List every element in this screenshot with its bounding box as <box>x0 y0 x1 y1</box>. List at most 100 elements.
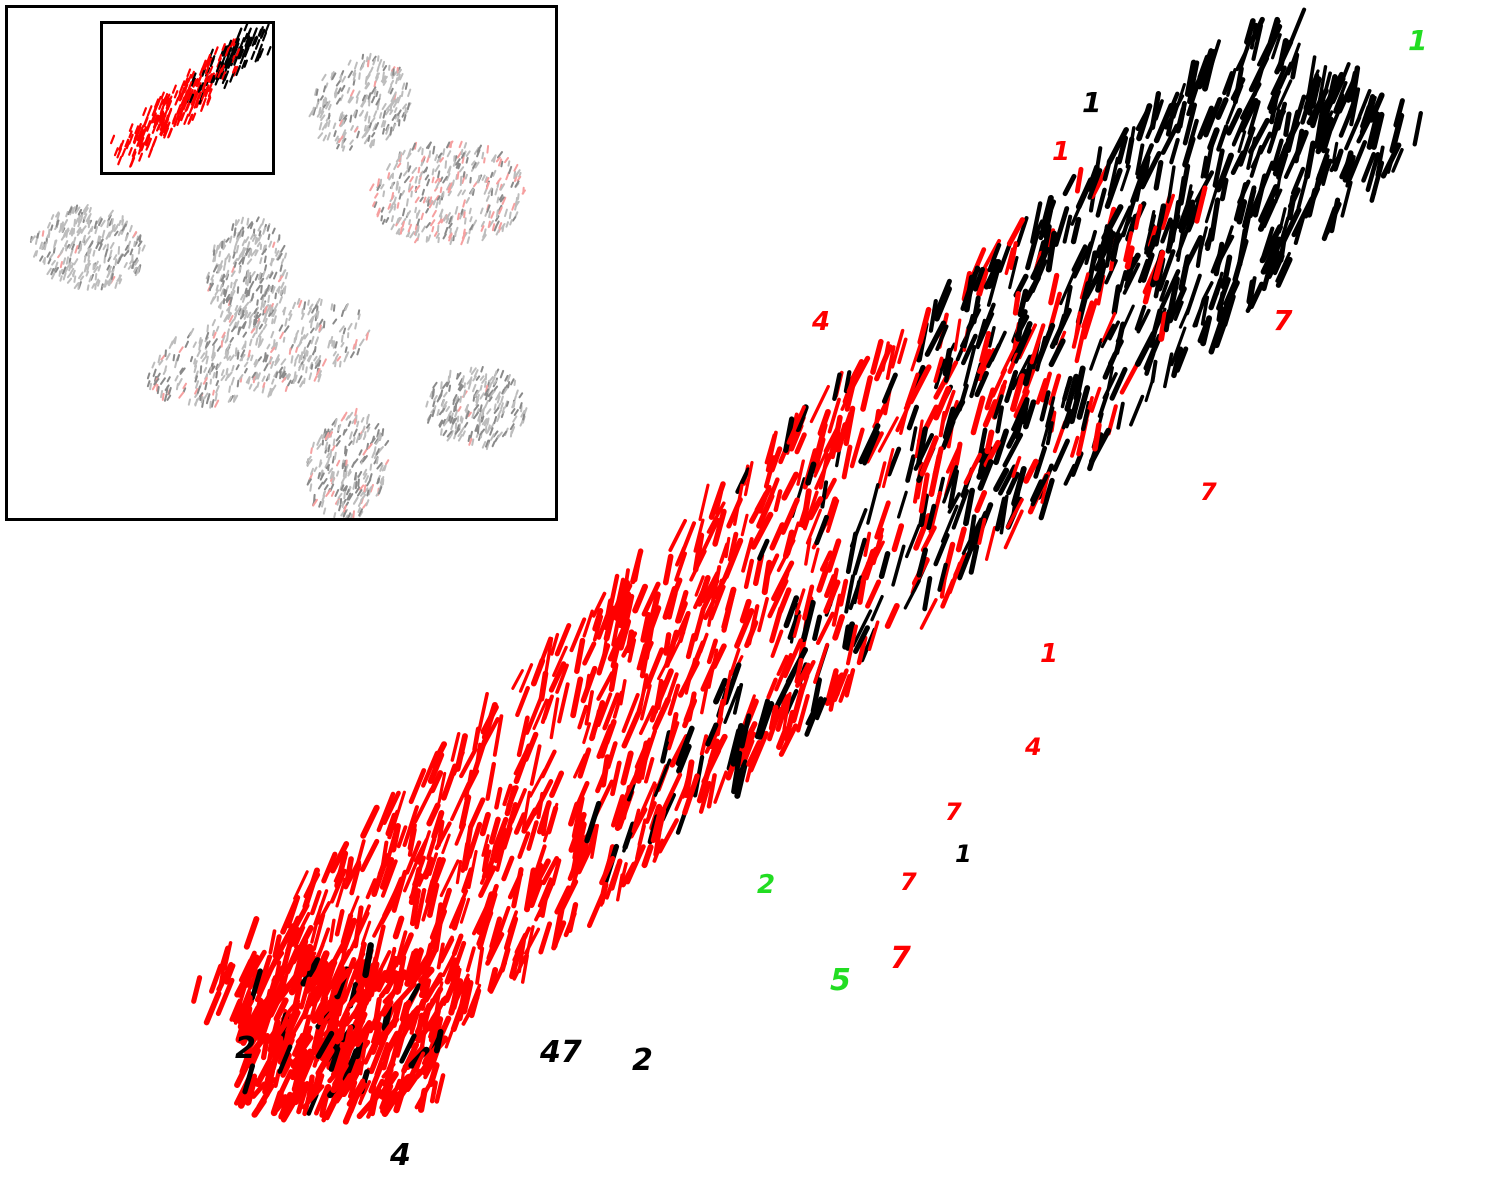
inset-point <box>408 185 414 193</box>
digit-stroke-red <box>704 571 720 596</box>
inset-point <box>117 246 121 255</box>
inset-scatter-plot <box>29 21 528 518</box>
digit-stroke-black <box>1242 206 1253 240</box>
inset-point <box>344 303 349 311</box>
inset-point <box>357 478 360 487</box>
digit-stroke-black <box>1412 110 1423 147</box>
digit-stroke-red <box>335 877 347 908</box>
digit-stroke-black <box>852 537 867 576</box>
inset-point <box>212 389 215 396</box>
inset-point <box>373 201 378 208</box>
digit-stroke-black <box>1006 414 1027 449</box>
inset-point <box>459 166 465 173</box>
inset-highlight-point <box>171 115 177 125</box>
digit-stroke-red <box>542 802 559 843</box>
digit-stroke-red <box>463 845 474 871</box>
digit-stroke-red <box>291 912 311 947</box>
digit-stroke-black <box>1153 159 1164 191</box>
inset-point <box>86 247 90 257</box>
inset-point <box>514 211 519 218</box>
inset-point <box>318 461 323 468</box>
inset-point <box>212 264 218 273</box>
inset-point <box>236 379 240 388</box>
digit-stroke-black <box>832 372 842 402</box>
inset-point <box>442 418 446 425</box>
digit-stroke-black <box>995 405 1004 434</box>
inset-point <box>133 240 136 248</box>
digit-stroke-red <box>465 946 476 973</box>
inset-point <box>496 196 500 204</box>
inset-point <box>131 261 135 269</box>
digit-stroke-black <box>1391 147 1404 173</box>
inset-point <box>64 267 69 274</box>
inset-point <box>238 256 245 265</box>
inset-highlight-point <box>160 91 165 100</box>
inset-point <box>262 301 266 308</box>
digit-stroke-red <box>963 452 983 485</box>
digit-stroke-black <box>1272 253 1285 276</box>
digit-stroke-red <box>771 560 795 602</box>
digit-stroke-black <box>1303 79 1317 111</box>
digit-stroke-black <box>1175 106 1186 134</box>
inset-point <box>457 163 461 170</box>
inset-point <box>248 317 252 325</box>
inset-point <box>359 484 365 491</box>
inset-point <box>322 490 326 497</box>
inset-point <box>425 196 430 203</box>
digit-stroke-red <box>608 662 619 693</box>
inset-point <box>340 414 346 422</box>
digit-stroke-red <box>424 977 443 999</box>
inset-point <box>90 273 95 281</box>
inset-point <box>47 232 51 239</box>
digit-stroke-red <box>796 693 810 733</box>
digit-stroke-red <box>426 986 444 1013</box>
digit-stroke-red <box>487 967 499 993</box>
inset-point <box>402 207 406 217</box>
inset-point <box>484 393 489 401</box>
inset-point <box>474 161 480 169</box>
inset-highlight-point <box>219 70 225 80</box>
inset-point <box>221 273 226 283</box>
digit-stroke-red <box>235 1019 248 1044</box>
digit-stroke-red <box>599 855 616 886</box>
inset-point <box>217 300 224 308</box>
digit-stroke-red <box>524 867 537 913</box>
inset-point <box>92 249 96 257</box>
digit-stroke-red <box>281 1052 292 1075</box>
inset-point <box>278 296 283 304</box>
inset-point <box>234 240 239 249</box>
inset-point <box>100 219 106 228</box>
digit-stroke-black <box>1045 230 1058 273</box>
inset-point <box>79 275 85 281</box>
digit-glyph-9: 1 <box>955 840 972 868</box>
digit-stroke-red <box>775 693 792 732</box>
inset-point <box>274 292 277 300</box>
digit-stroke-red <box>450 781 471 822</box>
inset-point <box>220 288 225 297</box>
digit-stroke-red <box>855 560 871 600</box>
digit-stroke-red <box>328 918 336 943</box>
digit-stroke-black <box>1136 103 1153 142</box>
inset-highlight-point <box>243 21 249 32</box>
inset-point <box>421 188 425 196</box>
inset-point <box>375 72 379 80</box>
inset-point <box>319 472 325 481</box>
digit-stroke-red <box>918 472 930 514</box>
inset-point <box>228 319 235 327</box>
inset-point <box>298 299 303 308</box>
digit-stroke-red <box>392 981 417 1009</box>
digit-stroke-red <box>843 405 856 447</box>
digit-stroke-red <box>312 913 326 952</box>
inset-point <box>430 219 436 227</box>
inset-point <box>70 262 74 269</box>
digit-glyph-12: 7 <box>890 941 911 976</box>
digit-stroke-black <box>1231 110 1250 146</box>
inset-point <box>324 121 329 129</box>
inset-point <box>481 234 487 242</box>
inset-highlight-point <box>195 100 200 109</box>
digit-stroke-red <box>750 511 774 550</box>
inset-point <box>157 354 161 364</box>
digit-stroke-black <box>1361 151 1376 183</box>
digit-stroke-red <box>782 638 803 679</box>
inset-point <box>506 374 511 382</box>
